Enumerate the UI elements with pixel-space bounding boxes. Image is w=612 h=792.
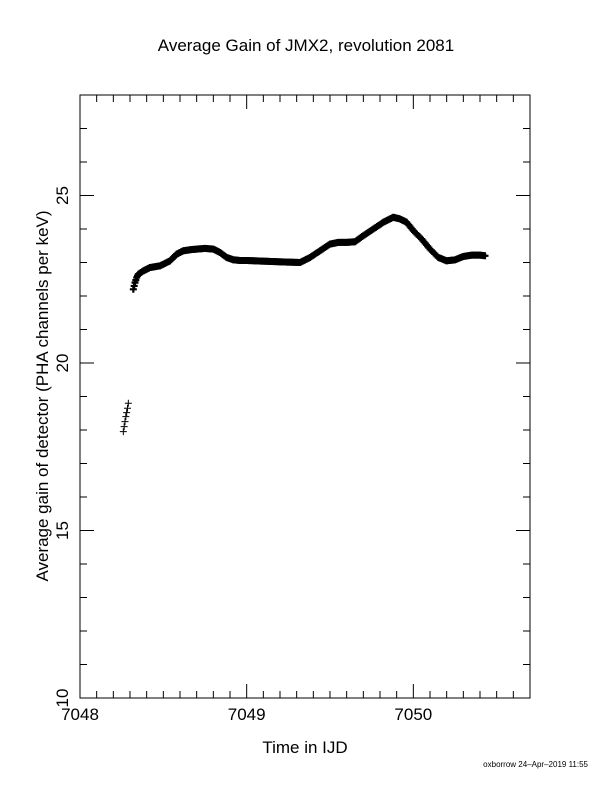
data-point	[121, 418, 129, 426]
data-point	[481, 252, 489, 260]
data-point	[124, 404, 131, 412]
y-axis-label: Average gain of detector (PHA channels p…	[33, 210, 52, 582]
y-tick-label: 10	[53, 689, 72, 708]
chart-title: Average Gain of JMX2, revolution 2081	[157, 36, 455, 55]
y-tick-label: 25	[53, 186, 72, 205]
footer-credit: oxborrow 24–Apr–2019 11:55	[483, 760, 588, 769]
x-tick-label: 7049	[228, 705, 266, 724]
y-tick-label: 20	[53, 354, 72, 373]
data-point	[122, 413, 130, 421]
data-point	[119, 428, 127, 436]
x-axis-label: Time in IJD	[262, 738, 348, 757]
data-point	[123, 409, 131, 417]
data-point	[120, 423, 128, 431]
y-tick-label: 15	[53, 521, 72, 540]
x-tick-label: 7050	[394, 705, 432, 724]
x-tick-label: 7048	[61, 705, 99, 724]
plot-frame	[79, 94, 531, 699]
data-point	[124, 399, 132, 407]
